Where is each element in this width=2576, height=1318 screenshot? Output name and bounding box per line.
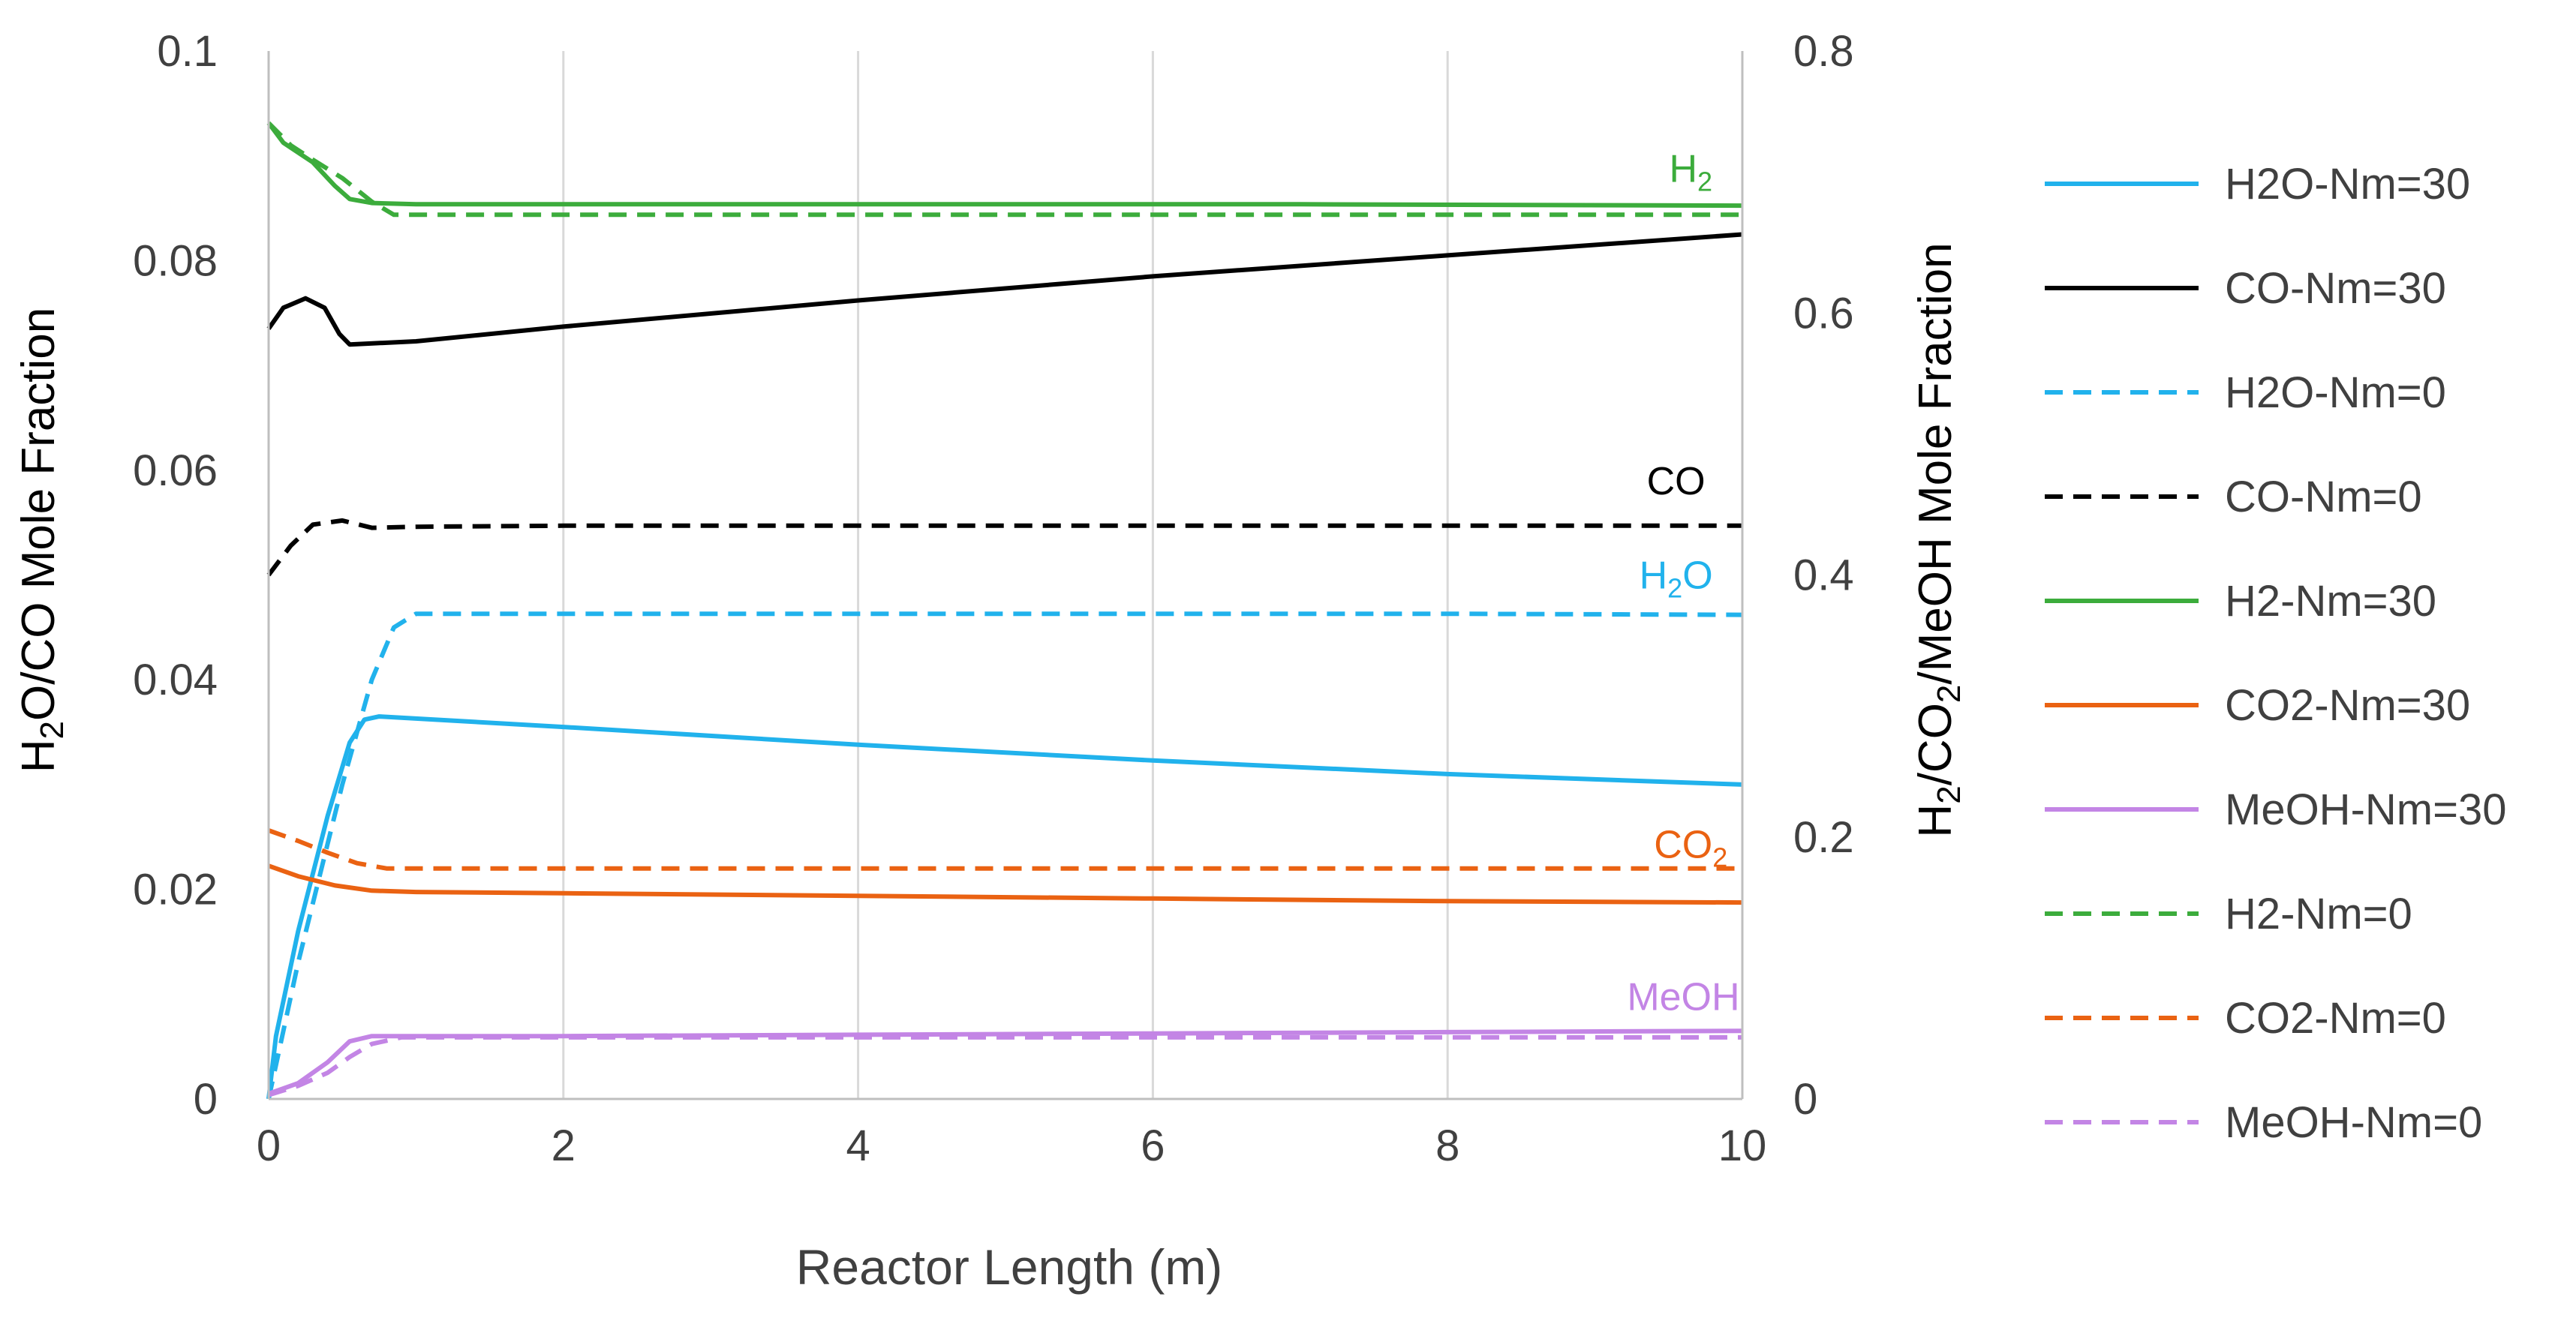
- legend: H2O-Nm=30 CO-Nm=30 H2O-Nm=0 CO-Nm=0 H2-Nm=30…: [2045, 160, 2506, 1147]
- series-line-h2-nm-0: [266, 121, 1742, 218]
- annotation-text: MeOH: [1627, 975, 1739, 1019]
- y-left-title-part: O/CO Mole Fraction: [13, 308, 65, 721]
- legend-label: H2-Nm=30: [2225, 577, 2436, 626]
- y-right-tick-label: 0.6: [1793, 289, 1854, 338]
- legend-label: H2O-Nm=0: [2225, 368, 2446, 417]
- y-right-title-part: /CO: [1910, 703, 1961, 785]
- legend-label: H2-Nm=0: [2225, 890, 2412, 938]
- y-left-tick-label: 0.02: [133, 866, 218, 914]
- legend-label: CO2-Nm=0: [2225, 994, 2446, 1043]
- annotation-text: O: [1682, 554, 1712, 598]
- x-tick-label: 4: [846, 1121, 870, 1170]
- series-line-meoh-nm-30: [267, 1028, 1743, 1096]
- y-right-title-sub: 2: [1931, 785, 1967, 803]
- y-axis-left-title: H2O/CO Mole Fraction: [13, 308, 71, 773]
- y-axis-right-title: H2/CO2/MeOH Mole Fraction: [1910, 242, 1967, 837]
- series-lines: [266, 121, 1743, 1100]
- axes: 0 2 4 6 8 10 0 0.02 0.04 0.06 0.08 0.1 0 0.2 0.4 0.6 0.8: [133, 27, 1854, 1170]
- y-left-title-part: H: [13, 739, 65, 773]
- y-left-tick-label: 0.08: [133, 236, 218, 285]
- annotation-label: CO2: [1654, 824, 1727, 873]
- y-left-title-sub: 2: [34, 721, 71, 739]
- legend-label: CO2-Nm=30: [2225, 681, 2470, 730]
- series-line-h2o-nm-30: [266, 714, 1743, 1100]
- legend-label: H2O-Nm=30: [2225, 160, 2470, 209]
- y-right-tick-label: 0.2: [1793, 813, 1854, 862]
- x-tick-label: 10: [1718, 1121, 1767, 1170]
- x-axis-title: Reactor Length (m): [796, 1239, 1223, 1295]
- y-right-tick-label: 0.8: [1793, 27, 1854, 76]
- x-tick-label: 6: [1141, 1121, 1165, 1170]
- annotation-subscript: 2: [1667, 573, 1682, 604]
- gridlines: [562, 51, 1449, 1099]
- annotation-label: MeOH: [1627, 975, 1739, 1019]
- legend-label: MeOH-Nm=0: [2225, 1098, 2482, 1147]
- annotation-text: CO: [1647, 460, 1706, 503]
- y-right-title-sub: 2: [1931, 685, 1967, 703]
- svg-text:H2/CO2/MeOH Mole Fraction: H2/CO2/MeOH Mole Fraction: [1910, 242, 1967, 837]
- x-tick-label: 0: [257, 1121, 281, 1170]
- series-line-co-nm-30: [266, 232, 1743, 347]
- legend-label: CO-Nm=30: [2225, 264, 2446, 313]
- annotation-subscript: 2: [1712, 842, 1727, 873]
- series-line-h2o-nm-0: [266, 611, 1743, 1100]
- annotation-subscript: 2: [1697, 167, 1712, 197]
- annotation-label: CO: [1647, 460, 1706, 503]
- svg-text:H2O/CO Mole Fraction: H2O/CO Mole Fraction: [13, 308, 71, 773]
- y-right-title-part: H: [1910, 804, 1961, 838]
- y-left-tick-label: 0.1: [157, 27, 218, 76]
- y-left-tick-label: 0.04: [133, 656, 218, 704]
- series-line-meoh-nm-0: [268, 1034, 1742, 1097]
- annotation-label: H2O: [1640, 554, 1713, 604]
- series-line-co2-nm-0: [267, 828, 1742, 871]
- series-line-co-nm-0: [266, 518, 1742, 577]
- annotation-text: CO: [1654, 824, 1712, 867]
- annotation-text: H: [1669, 148, 1697, 191]
- x-tick-label: 2: [552, 1121, 576, 1170]
- legend-label: CO-Nm=0: [2225, 473, 2422, 521]
- y-left-tick-label: 0: [194, 1075, 218, 1124]
- y-right-tick-label: 0.4: [1793, 551, 1854, 600]
- annotation-label: H2: [1669, 148, 1712, 197]
- x-tick-label: 8: [1435, 1121, 1459, 1170]
- series-line-co2-nm-30: [267, 863, 1743, 905]
- y-right-tick-label: 0: [1793, 1075, 1817, 1124]
- legend-label: MeOH-Nm=30: [2225, 785, 2506, 834]
- y-right-title-part: /MeOH Mole Fraction: [1910, 242, 1961, 684]
- annotation-text: H: [1640, 554, 1668, 598]
- y-left-tick-label: 0.06: [133, 446, 218, 495]
